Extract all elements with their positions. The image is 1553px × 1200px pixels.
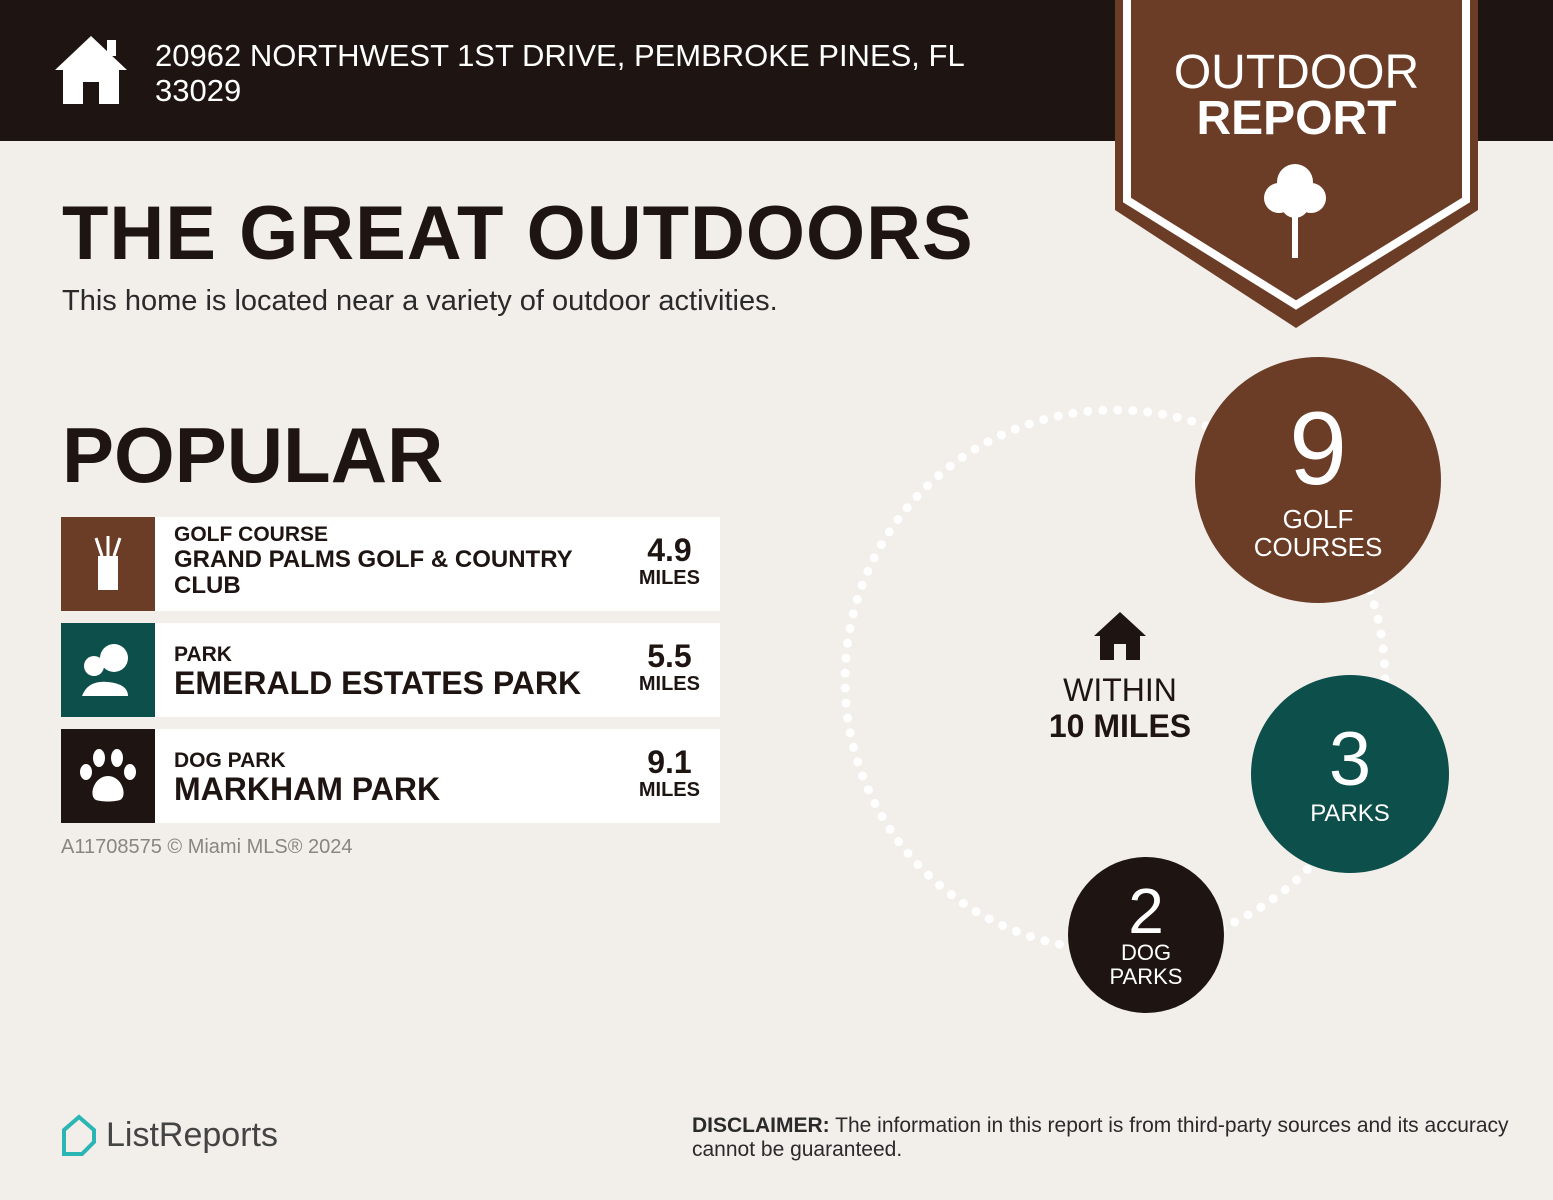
home-icon	[1094, 612, 1146, 660]
item-category: DOG PARK	[174, 749, 286, 772]
golf-count: 9	[1289, 391, 1347, 507]
golf-label: COURSES	[1253, 532, 1383, 562]
disclaimer: DISCLAIMER: The information in this repo…	[692, 1114, 1512, 1162]
logo-text: ListReports	[106, 1115, 278, 1154]
parks-label: PARKS	[1310, 800, 1390, 827]
badge-line2: REPORT	[1196, 92, 1397, 145]
page-title: THE GREAT OUTDOORS	[62, 191, 974, 276]
parks-count-circle: 3 PARKS	[1251, 675, 1449, 873]
list-item: PARK EMERALD ESTATES PARK 5.5 MILES	[61, 623, 720, 717]
parks-count: 3	[1328, 717, 1372, 802]
outdoor-report-badge	[1115, 0, 1478, 328]
list-item: DOG PARK MARKHAM PARK 9.1 MILES	[61, 729, 720, 823]
address: 20962 NORTHWEST 1ST DRIVE, PEMBROKE PINE…	[155, 38, 964, 108]
item-category: PARK	[174, 643, 232, 666]
item-distance: 5.5	[647, 638, 692, 674]
badge-line1: OUTDOOR	[1173, 46, 1420, 99]
item-name: MARKHAM PARK	[174, 771, 441, 807]
dog-parks-label: PARKS	[1109, 964, 1183, 989]
item-category: GOLF COURSE	[174, 523, 329, 546]
item-distance: 4.9	[647, 532, 692, 568]
golf-label: GOLF	[1282, 504, 1354, 534]
golf-count-circle: 9 GOLF COURSES	[1195, 357, 1441, 603]
item-name: EMERALD ESTATES PARK	[174, 665, 582, 701]
listreports-logo-icon	[62, 1114, 96, 1156]
golf-bag-icon	[61, 517, 155, 611]
listreports-logo: ListReports	[60, 1114, 278, 1156]
item-unit: MILES	[638, 779, 700, 801]
dog-parks-count-circle: 2 DOG PARKS	[1068, 857, 1224, 1013]
dog-parks-label: DOG	[1120, 940, 1172, 965]
page-subtitle: This home is located near a variety of o…	[62, 285, 778, 317]
item-name: GRAND PALMS GOLF & COUNTRY CLUB	[174, 546, 573, 599]
watermark: A11708575 © Miami MLS® 2024	[61, 836, 353, 858]
home-icon	[55, 36, 127, 104]
item-unit: MILES	[638, 567, 700, 589]
list-item: GOLF COURSE GRAND PALMS GOLF & COUNTRY C…	[61, 517, 720, 611]
item-distance: 9.1	[647, 744, 692, 780]
trees-icon	[61, 623, 155, 717]
within-distance: 10 MILES	[1048, 708, 1192, 744]
paw-icon	[61, 729, 155, 823]
popular-heading: POPULAR	[62, 411, 444, 499]
tree-icon	[1264, 164, 1326, 258]
within-label: WITHIN	[1063, 672, 1177, 708]
disclaimer-label: DISCLAIMER:	[692, 1114, 830, 1137]
item-unit: MILES	[638, 673, 700, 695]
dog-parks-count: 2	[1128, 875, 1164, 947]
disclaimer-text: The information in this report is from t…	[692, 1114, 1509, 1161]
